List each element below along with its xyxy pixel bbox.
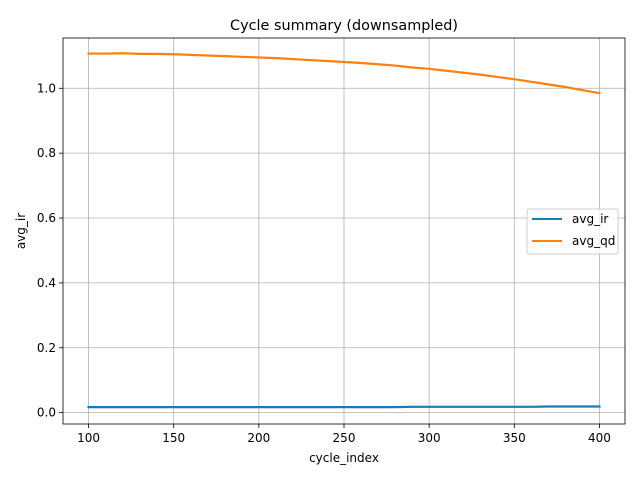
x-tick-label: 350 bbox=[503, 431, 526, 445]
y-axis-label: avg_ir bbox=[14, 213, 28, 249]
y-axis-ticks: 0.0 0.2 0.4 0.6 0.8 1.0 bbox=[37, 81, 63, 420]
y-tick-label: 0.4 bbox=[37, 276, 56, 290]
x-axis-label: cycle_index bbox=[309, 451, 379, 465]
legend-label-avg-ir: avg_ir bbox=[572, 212, 608, 226]
legend-box bbox=[526, 208, 619, 255]
x-tick-label: 250 bbox=[333, 431, 356, 445]
series-line-avg-qd bbox=[87, 52, 601, 95]
x-tick-label: 100 bbox=[77, 431, 100, 445]
y-tick-label: 0.2 bbox=[37, 341, 56, 355]
series-lines bbox=[87, 52, 601, 409]
x-tick-label: 300 bbox=[418, 431, 441, 445]
x-tick-label: 150 bbox=[162, 431, 185, 445]
series-line-avg-ir bbox=[87, 405, 601, 409]
y-tick-label: 1.0 bbox=[37, 81, 56, 95]
y-tick-label: 0.6 bbox=[37, 211, 56, 225]
legend: avg_ir avg_qd bbox=[526, 208, 619, 255]
legend-label-avg-qd: avg_qd bbox=[572, 234, 615, 248]
y-tick-label: 0.8 bbox=[37, 146, 56, 160]
x-tick-label: 400 bbox=[588, 431, 611, 445]
x-tick-label: 200 bbox=[247, 431, 270, 445]
y-tick-label: 0.0 bbox=[37, 406, 56, 420]
chart-title: Cycle summary (downsampled) bbox=[230, 18, 458, 34]
x-axis-ticks: 100 150 200 250 300 350 400 bbox=[77, 424, 611, 445]
